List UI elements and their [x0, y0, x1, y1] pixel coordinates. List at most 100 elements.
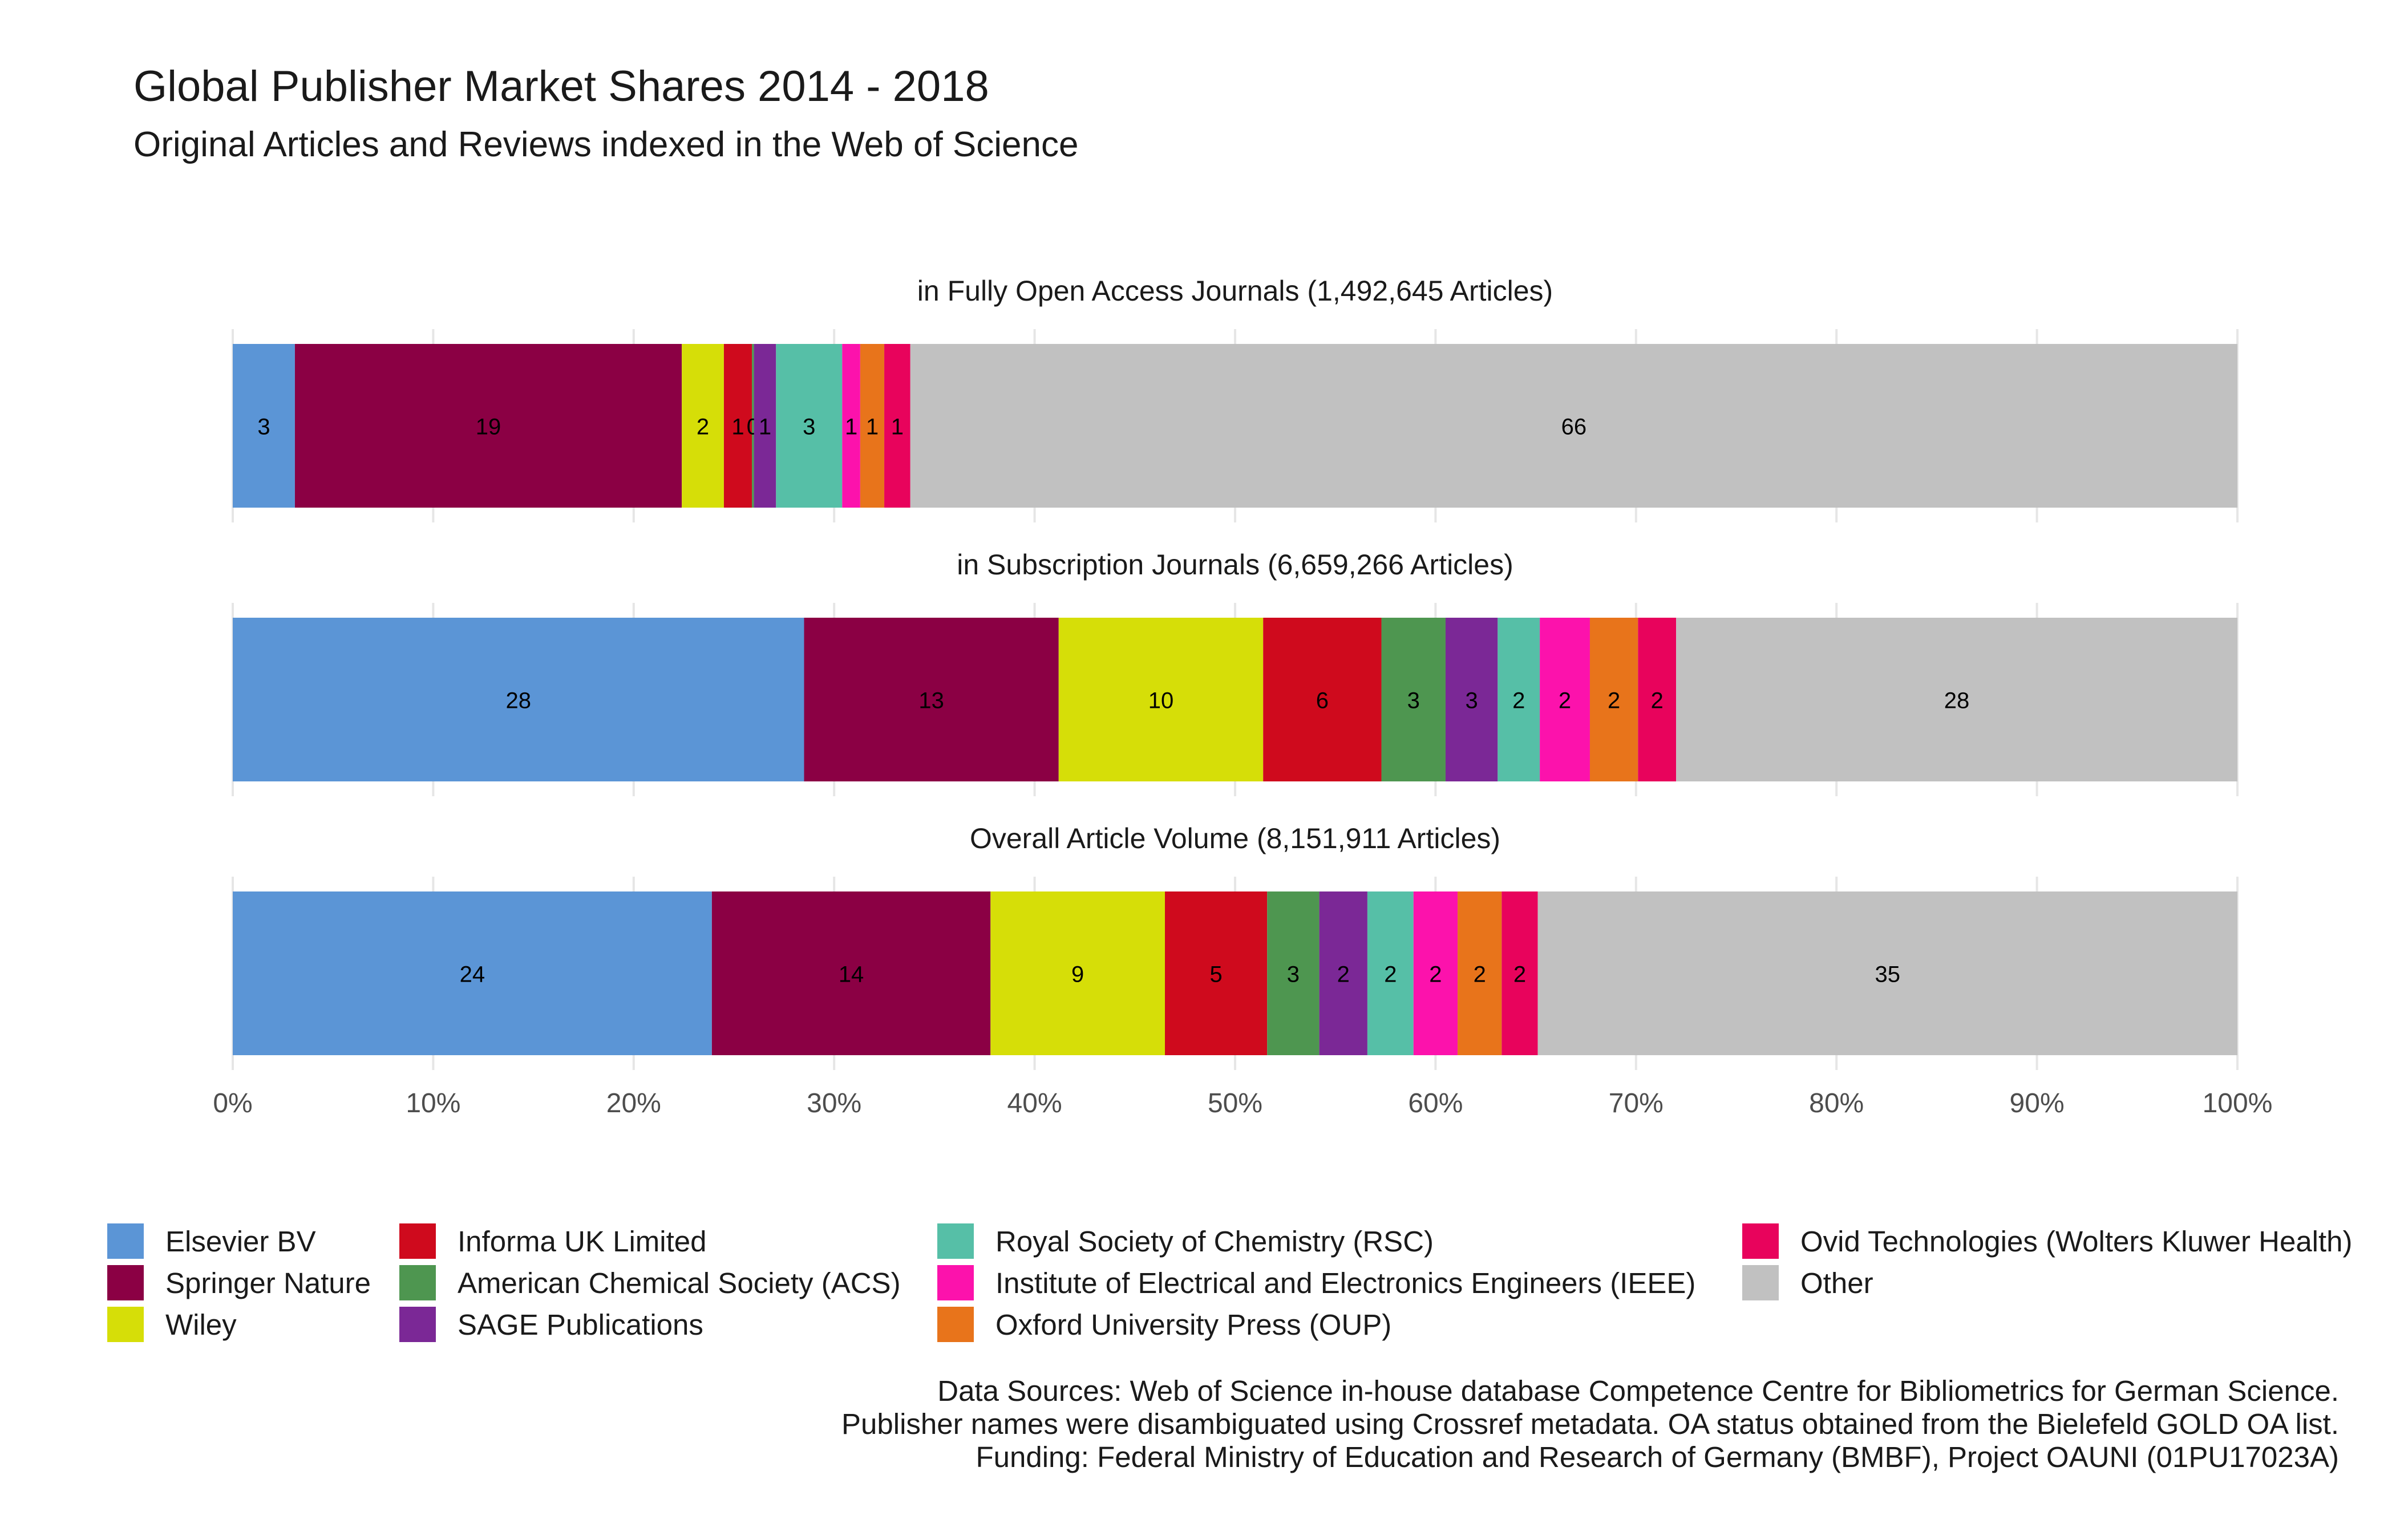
segment-label: 2: [1513, 962, 1526, 987]
legend-label: SAGE Publications: [458, 1308, 703, 1341]
legend-swatch: [937, 1265, 974, 1300]
legend-swatch: [937, 1223, 974, 1259]
bar-segment: [1676, 618, 2237, 781]
segment-label: 10: [1148, 688, 1174, 714]
legend-label: Royal Society of Chemistry (RSC): [995, 1225, 1434, 1258]
legend-swatch: [107, 1265, 144, 1300]
segment-label: 2: [1608, 688, 1620, 714]
segment-label: 66: [1561, 415, 1587, 440]
bar-segment: [752, 344, 754, 508]
bar-segment: [884, 344, 910, 508]
x-tick-label: 70%: [1609, 1088, 1664, 1118]
legend-label: Informa UK Limited: [458, 1225, 707, 1258]
segment-label: 28: [1944, 688, 1970, 714]
legend-item: American Chemical Society (ACS): [399, 1265, 901, 1300]
bar-segment: [1540, 618, 1590, 781]
bar-segment: [1501, 891, 1538, 1055]
segment-label: 35: [1875, 962, 1901, 987]
legend-swatch: [107, 1307, 144, 1342]
segment-label: 3: [803, 415, 815, 440]
segment-label: 19: [476, 415, 501, 440]
bar-segment: [1267, 891, 1320, 1055]
facet-title: Overall Article Volume (8,151,911 Articl…: [970, 822, 1500, 854]
bar-segment: [1319, 891, 1367, 1055]
segment-label: 2: [1651, 688, 1664, 714]
segment-label: 1: [891, 415, 904, 440]
legend-swatch: [399, 1307, 436, 1342]
legend-label: Wiley: [165, 1308, 237, 1341]
segment-label: 1: [759, 415, 771, 440]
legend-item: Royal Society of Chemistry (RSC): [937, 1223, 1434, 1259]
bar-segment: [1445, 618, 1498, 781]
bar-segment: [1458, 891, 1502, 1055]
segment-label: 9: [1071, 962, 1084, 987]
segment-label: 1: [866, 415, 879, 440]
segment-label: 2: [697, 415, 709, 440]
x-tick-label: 60%: [1408, 1088, 1463, 1118]
bar-segment: [1263, 618, 1382, 781]
segment-label: 13: [918, 688, 944, 714]
bar-segment: [682, 344, 724, 508]
legend-item: Ovid Technologies (Wolters Kluwer Health…: [1742, 1223, 2353, 1259]
bar-segment: [776, 344, 843, 508]
x-tick-label: 90%: [2010, 1088, 2065, 1118]
stacked-bar-chart: in Fully Open Access Journals (1,492,645…: [213, 275, 2273, 1118]
segment-label: 2: [1429, 962, 1442, 987]
segment-label: 2: [1384, 962, 1397, 987]
chart-title: Global Publisher Market Shares 2014 - 20…: [133, 62, 989, 111]
legend-label: American Chemical Society (ACS): [458, 1266, 901, 1299]
legend-label: Oxford University Press (OUP): [995, 1308, 1392, 1341]
legend-item: Springer Nature: [107, 1265, 371, 1300]
caption-line: Publisher names were disambiguated using…: [841, 1408, 2339, 1440]
segment-label: 24: [460, 962, 485, 987]
caption-line: Data Sources: Web of Science in-house da…: [937, 1375, 2339, 1407]
bar-segment: [233, 344, 295, 508]
x-tick-label: 40%: [1007, 1088, 1062, 1118]
bar-segment: [711, 891, 991, 1055]
x-tick-label: 20%: [606, 1088, 661, 1118]
bar-segment: [1381, 618, 1446, 781]
bar-segment: [233, 618, 804, 781]
bar-segment: [1058, 618, 1264, 781]
segment-label: 3: [1466, 688, 1478, 714]
data-sources-caption: Data Sources: Web of Science in-house da…: [841, 1375, 2339, 1474]
bar-segment: [1537, 891, 2237, 1055]
segment-label: 2: [1474, 962, 1486, 987]
bar-segment: [804, 618, 1059, 781]
x-tick-label: 30%: [807, 1088, 861, 1118]
legend-item: Wiley: [107, 1307, 237, 1342]
chart-subtitle: Original Articles and Reviews indexed in…: [133, 125, 1079, 164]
x-tick-label: 50%: [1208, 1088, 1262, 1118]
legend-swatch: [107, 1223, 144, 1259]
legend-label: Ovid Technologies (Wolters Kluwer Health…: [1800, 1225, 2353, 1258]
bar-segment: [1498, 618, 1540, 781]
segment-label: 2: [1559, 688, 1571, 714]
segment-label: 2: [1337, 962, 1350, 987]
legend-item: Institute of Electrical and Electronics …: [937, 1265, 1695, 1300]
legend-swatch: [1742, 1265, 1779, 1300]
legend-swatch: [399, 1223, 436, 1259]
legend-item: Informa UK Limited: [399, 1223, 707, 1259]
bar-segment: [910, 344, 2238, 508]
legend-swatch: [399, 1265, 436, 1300]
bar-segment: [294, 344, 682, 508]
segment-label: 2: [1512, 688, 1525, 714]
bar-segment: [1589, 618, 1638, 781]
legend-label: Other: [1800, 1266, 1873, 1299]
facet-title: in Fully Open Access Journals (1,492,645…: [917, 275, 1553, 307]
bar-segment: [723, 344, 752, 508]
bar-segment: [1367, 891, 1414, 1055]
legend-label: Institute of Electrical and Electronics …: [995, 1266, 1696, 1299]
legend-item: Elsevier BV: [107, 1223, 316, 1259]
bar-segment: [860, 344, 885, 508]
bar-segment: [1413, 891, 1458, 1055]
bar-segment: [842, 344, 860, 508]
segment-label: 5: [1209, 962, 1222, 987]
facet-title: in Subscription Journals (6,659,266 Arti…: [957, 549, 1513, 581]
x-tick-label: 10%: [406, 1088, 460, 1118]
bar-segment: [233, 891, 712, 1055]
legend-label: Elsevier BV: [165, 1225, 316, 1258]
bar-segment: [1638, 618, 1677, 781]
x-tick-label: 100%: [2203, 1088, 2273, 1118]
segment-label: 28: [505, 688, 531, 714]
